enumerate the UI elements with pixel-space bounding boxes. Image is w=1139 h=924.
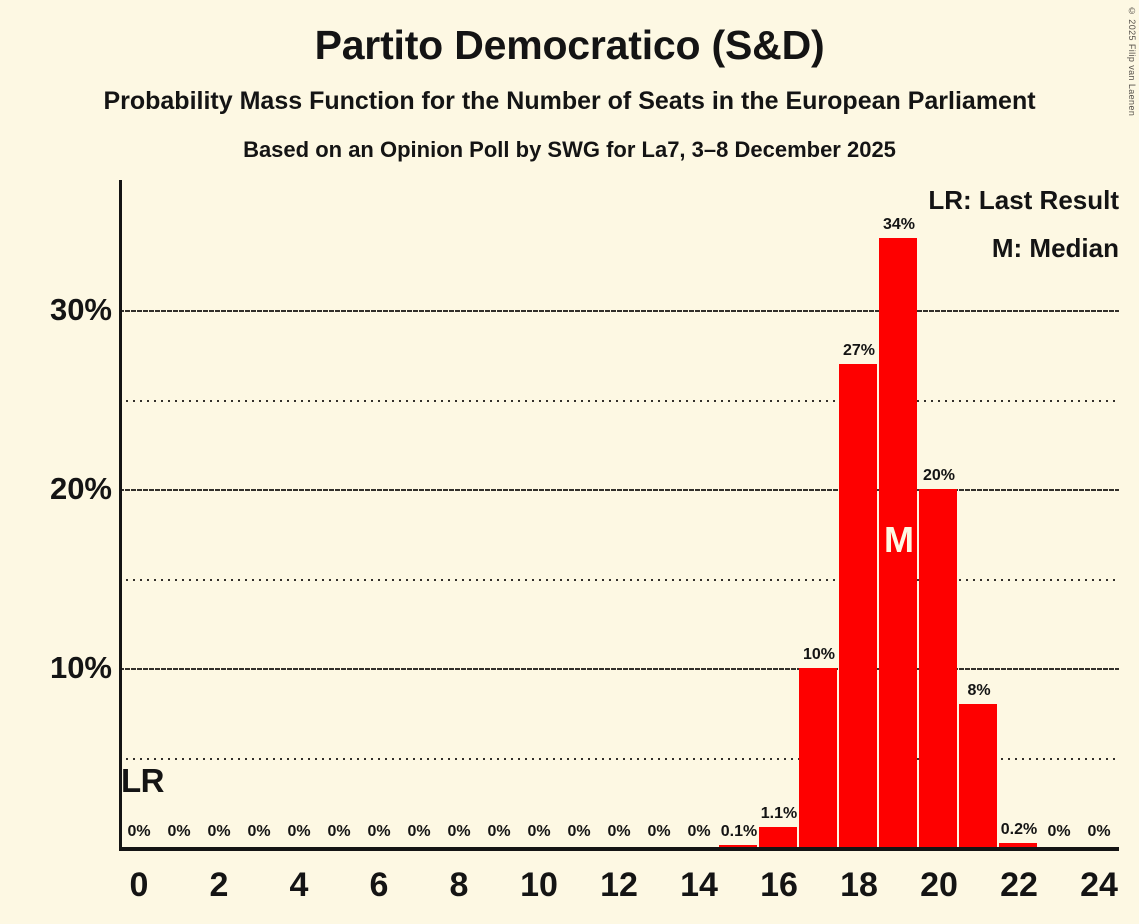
x-tick-label-2: 2 [209, 866, 229, 904]
bar-seat-18[interactable] [839, 363, 877, 847]
bar-value-label-seat-21: 8% [967, 681, 991, 699]
x-tick-label-24: 24 [1080, 866, 1118, 904]
bar-value-label-seat-2: 0% [207, 823, 231, 840]
bar-seat-20[interactable] [919, 489, 957, 847]
bar-seat-19[interactable] [879, 238, 917, 847]
bar-value-label-seat-13: 0% [647, 823, 671, 840]
last-result-marker: LR [121, 761, 165, 799]
x-tick-label-10: 10 [520, 866, 558, 904]
bar-value-label-seat-18: 27% [842, 341, 876, 359]
bar-value-label-seat-11: 0% [567, 823, 591, 840]
bar-value-label-seat-16: 1.1% [760, 805, 798, 823]
bar-value-label-seat-7: 0% [407, 823, 431, 840]
x-tick-label-12: 12 [600, 866, 638, 904]
copyright-notice: © 2025 Filip van Laenen [1127, 6, 1137, 117]
bar-value-label-seat-6: 0% [367, 823, 391, 840]
bar-value-label-seat-17: 10% [802, 646, 836, 663]
y-tick-label-20: 20% [49, 471, 112, 506]
bar-value-label-seat-20: 20% [922, 467, 956, 484]
bar-seat-22[interactable] [999, 843, 1037, 847]
x-axis-line [119, 847, 1119, 851]
bar-value-label-seat-14: 0% [687, 823, 711, 840]
gridline-20pct [119, 489, 1119, 491]
median-marker: M [884, 519, 914, 561]
plot-area [119, 180, 1119, 849]
bar-value-label-seat-0: 0% [127, 823, 151, 840]
bar-value-label-seat-10: 0% [527, 823, 551, 840]
bar-value-label-seat-5: 0% [327, 823, 351, 840]
gridline-25pct [119, 399, 1119, 402]
bar-value-label-seat-9: 0% [487, 823, 511, 840]
chart-source-note: Based on an Opinion Poll by SWG for La7,… [243, 137, 896, 162]
bar-value-label-seat-12: 0% [607, 823, 631, 840]
bars-group [119, 180, 1119, 847]
y-axis-line [119, 180, 122, 851]
gridline-10pct [119, 668, 1119, 670]
x-tick-label-16: 16 [760, 866, 798, 904]
x-tick-label-22: 22 [1000, 866, 1038, 904]
x-tick-label-18: 18 [840, 866, 878, 904]
chart-subtitle: Probability Mass Function for the Number… [103, 87, 1036, 115]
x-tick-label-8: 8 [449, 866, 469, 904]
x-tick-label-6: 6 [369, 866, 389, 904]
bar-value-label-seat-3: 0% [247, 823, 271, 840]
y-tick-label-10: 10% [49, 650, 112, 685]
page-title: Partito Democratico (S&D) [314, 22, 825, 68]
gridline-5pct [119, 757, 1119, 760]
bar-seat-21[interactable] [959, 703, 997, 847]
gridline-15pct [119, 578, 1119, 581]
x-tick-label-4: 4 [289, 866, 309, 904]
x-tick-label-14: 14 [680, 866, 718, 904]
legend-last-result: LR: Last Result [928, 185, 1119, 215]
legend-median: M: Median [991, 233, 1119, 263]
bar-value-label-seat-8: 0% [447, 823, 471, 840]
bar-seat-17[interactable] [799, 668, 837, 847]
bar-value-label-seat-4: 0% [287, 823, 311, 840]
bar-seat-16[interactable] [759, 827, 797, 847]
bar-value-label-seat-24: 0% [1087, 823, 1111, 840]
x-tick-label-20: 20 [920, 866, 958, 904]
bar-value-label-seat-19: 34% [882, 216, 916, 234]
bar-value-label-seat-1: 0% [167, 823, 191, 840]
y-tick-label-30: 30% [49, 292, 112, 327]
gridline-30pct [119, 310, 1119, 312]
bar-value-label-seat-23: 0% [1047, 823, 1071, 840]
bar-value-label-seat-15: 0.1% [720, 823, 758, 841]
bar-value-label-seat-22: 0.2% [1000, 821, 1038, 839]
x-tick-label-0: 0 [129, 866, 149, 904]
bar-seat-15[interactable] [719, 845, 757, 847]
